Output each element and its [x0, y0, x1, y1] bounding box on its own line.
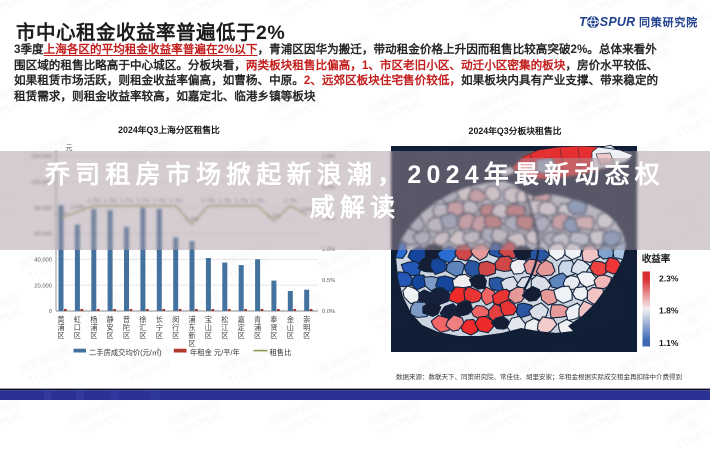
svg-text:黄浦区: 黄浦区	[57, 315, 64, 340]
svg-text:1.1%: 1.1%	[659, 338, 679, 348]
svg-text:二手房成交均价(元/㎡): 二手房成交均价(元/㎡)	[89, 348, 162, 357]
svg-text:2.3%: 2.3%	[659, 274, 679, 284]
svg-text:徐汇区: 徐汇区	[139, 315, 146, 340]
svg-text:松江区: 松江区	[221, 315, 228, 340]
svg-text:0.0%: 0.0%	[322, 309, 335, 315]
svg-text:虹口区: 虹口区	[74, 315, 81, 340]
svg-text:青浦区: 青浦区	[254, 315, 261, 340]
svg-text:收益率: 收益率	[642, 253, 671, 265]
svg-text:长宁区: 长宁区	[156, 315, 163, 340]
svg-text:租售比: 租售比	[270, 348, 292, 357]
svg-text:1.0%: 1.0%	[322, 247, 335, 253]
svg-text:0.5%: 0.5%	[322, 278, 335, 284]
svg-text:2024年Q3上海分区租售比: 2024年Q3上海分区租售比	[118, 124, 220, 135]
svg-text:40,000: 40,000	[34, 257, 52, 263]
svg-text:年租金 元/平/年: 年租金 元/平/年	[190, 348, 240, 357]
svg-text:0: 0	[49, 309, 52, 315]
svg-text:元: 元	[66, 144, 73, 152]
svg-text:数据来源：数联天下、同策研究院、常佳住、胡里安家；年租金根据: 数据来源：数联天下、同策研究院、常佳住、胡里安家；年租金根据实际成交租金再扣除中…	[396, 372, 682, 381]
svg-text:普陀区: 普陀区	[123, 315, 130, 340]
svg-text:2024年Q3分板块租售比: 2024年Q3分板块租售比	[469, 125, 562, 136]
svg-text:杨浦区: 杨浦区	[90, 315, 97, 340]
svg-text:金山区: 金山区	[287, 315, 294, 340]
svg-text:浦东新区: 浦东新区	[188, 315, 195, 348]
svg-text:静安区: 静安区	[106, 315, 113, 340]
svg-text:闵行区: 闵行区	[172, 315, 179, 340]
svg-text:崇明区: 崇明区	[303, 315, 310, 340]
svg-text:嘉定区: 嘉定区	[238, 315, 245, 340]
svg-text:1.8%: 1.8%	[659, 306, 679, 316]
svg-text:20,000: 20,000	[34, 283, 52, 289]
svg-text:奉贤区: 奉贤区	[270, 315, 277, 340]
svg-text:宝山区: 宝山区	[205, 315, 212, 340]
